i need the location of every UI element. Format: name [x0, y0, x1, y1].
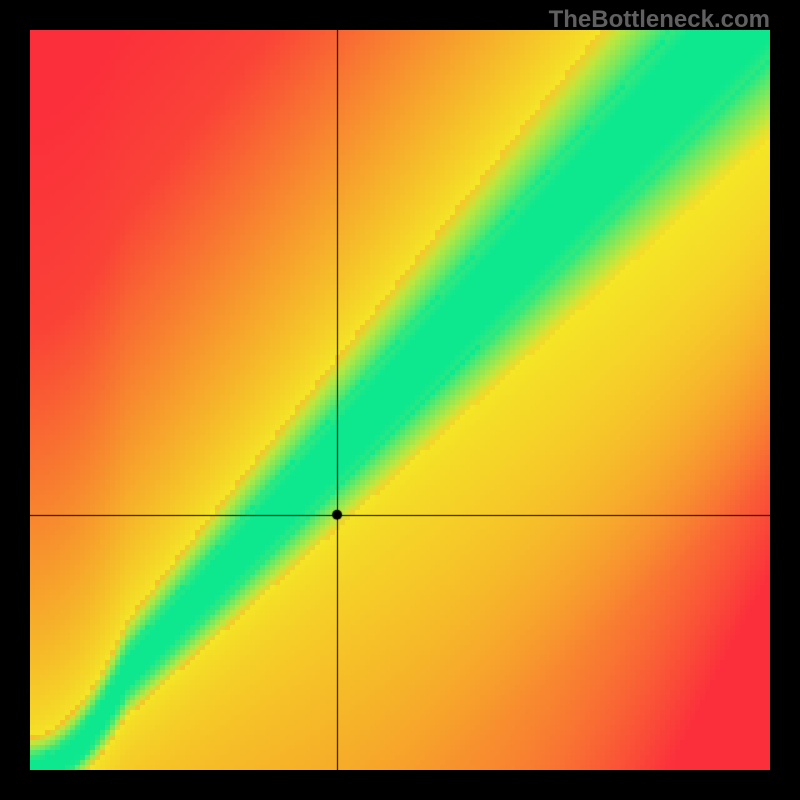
chart-container: TheBottleneck.com — [0, 0, 800, 800]
watermark-text: TheBottleneck.com — [549, 6, 770, 34]
crosshair-overlay — [30, 30, 770, 770]
